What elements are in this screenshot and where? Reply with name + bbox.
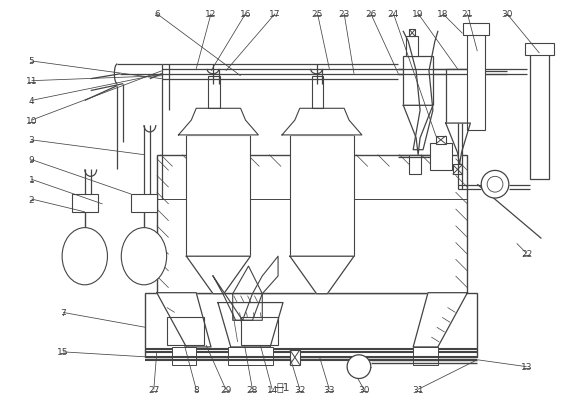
Bar: [430, 144, 452, 171]
Bar: [413, 347, 438, 365]
Polygon shape: [218, 303, 283, 347]
Text: 8: 8: [193, 385, 199, 394]
Text: 25: 25: [312, 10, 323, 19]
Bar: [407, 37, 418, 57]
Bar: [228, 347, 273, 365]
Bar: [187, 136, 251, 257]
Text: 17: 17: [269, 10, 281, 19]
Text: 32: 32: [294, 385, 306, 394]
Text: 1: 1: [29, 175, 35, 184]
Text: 30: 30: [358, 385, 370, 394]
Bar: [131, 194, 157, 212]
Bar: [452, 165, 463, 175]
Bar: [530, 52, 549, 180]
Text: 21: 21: [462, 10, 473, 19]
Text: 28: 28: [247, 385, 258, 394]
Polygon shape: [187, 257, 251, 294]
Text: 22: 22: [521, 249, 532, 258]
Text: 11: 11: [26, 77, 37, 86]
Bar: [72, 194, 98, 212]
Polygon shape: [403, 106, 433, 155]
Polygon shape: [413, 293, 467, 347]
Bar: [446, 70, 471, 124]
Bar: [172, 347, 196, 365]
Text: 12: 12: [205, 10, 217, 19]
Circle shape: [481, 171, 509, 198]
Text: 9: 9: [29, 156, 35, 165]
Text: 26: 26: [365, 10, 376, 19]
Polygon shape: [290, 257, 354, 294]
Polygon shape: [446, 124, 471, 165]
Text: 30: 30: [501, 10, 513, 19]
Text: 18: 18: [437, 10, 448, 19]
Polygon shape: [157, 293, 211, 347]
Text: 23: 23: [338, 10, 350, 19]
Polygon shape: [282, 109, 362, 136]
Bar: [463, 24, 489, 36]
Text: 6: 6: [154, 10, 160, 19]
Text: 3: 3: [29, 136, 35, 145]
Bar: [208, 77, 220, 109]
Bar: [436, 137, 446, 144]
Bar: [524, 44, 554, 56]
Text: 33: 33: [324, 385, 335, 394]
Bar: [403, 57, 433, 106]
Text: 4: 4: [29, 97, 35, 105]
Text: 2: 2: [29, 195, 35, 204]
Text: 15: 15: [57, 348, 69, 356]
Bar: [467, 32, 485, 131]
Bar: [167, 318, 204, 345]
Bar: [409, 30, 415, 37]
Text: 24: 24: [388, 10, 399, 19]
Bar: [290, 136, 354, 257]
Bar: [409, 155, 421, 175]
Text: 7: 7: [60, 308, 66, 317]
Text: 10: 10: [26, 116, 37, 125]
Polygon shape: [403, 32, 438, 150]
Text: 16: 16: [240, 10, 251, 19]
Text: 13: 13: [521, 362, 532, 371]
Circle shape: [347, 355, 371, 379]
Ellipse shape: [62, 228, 108, 285]
Text: 27: 27: [148, 385, 159, 394]
Bar: [157, 155, 467, 293]
Bar: [145, 293, 477, 357]
Bar: [290, 350, 300, 365]
Text: 图1: 图1: [276, 381, 290, 391]
Bar: [312, 77, 323, 109]
Text: 19: 19: [412, 10, 424, 19]
Bar: [240, 318, 278, 345]
Text: 5: 5: [29, 57, 35, 66]
Ellipse shape: [121, 228, 167, 285]
Text: 14: 14: [266, 385, 278, 394]
Text: 31: 31: [412, 385, 424, 394]
Text: 29: 29: [220, 385, 231, 394]
Polygon shape: [179, 109, 259, 136]
